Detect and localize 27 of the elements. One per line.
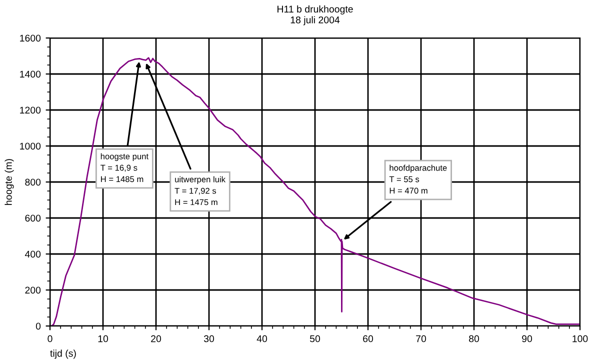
annotation: hoofdparachute T = 55 s H = 470 m (389, 164, 447, 194)
y-tick-label: 200 (25, 286, 41, 294)
x-tick-label: 90 (522, 335, 532, 342)
chart-subtitle: 18 juli 2004 (290, 16, 340, 26)
x-tick-label: 70 (416, 335, 426, 342)
annotation: hoogste punt T = 16,9 s H = 1485 m (100, 153, 148, 182)
x-tick-label: 60 (363, 335, 374, 342)
x-tick-label: 0 (48, 335, 52, 342)
annotation: uitwerpen luik T = 17,92 s H = 1475 m (174, 176, 226, 206)
y-tick-label: 1200 (20, 106, 41, 114)
y-tick-label: 1400 (20, 70, 41, 78)
x-tick-label: 40 (256, 335, 268, 342)
chart-title: H11 b drukhoogte (278, 5, 353, 14)
y-tick-label: 800 (25, 178, 41, 186)
y-axis-title: hoogte (m) (4, 159, 14, 205)
y-tick-label: 400 (24, 250, 41, 258)
x-tick-label: 100 (572, 335, 588, 342)
y-tick-label: 0 (36, 322, 41, 330)
x-tick-label: 50 (310, 335, 320, 342)
x-tick-label: 30 (204, 335, 214, 342)
x-tick-label: 20 (151, 335, 162, 342)
y-tick-label: 600 (25, 214, 41, 222)
y-tick-label: 1000 (20, 142, 41, 150)
x-axis-title: tijd (s) (50, 350, 76, 359)
y-tick-label: 1600 (20, 34, 41, 42)
x-tick-label: 80 (469, 335, 480, 342)
x-tick-label: 10 (98, 335, 108, 342)
